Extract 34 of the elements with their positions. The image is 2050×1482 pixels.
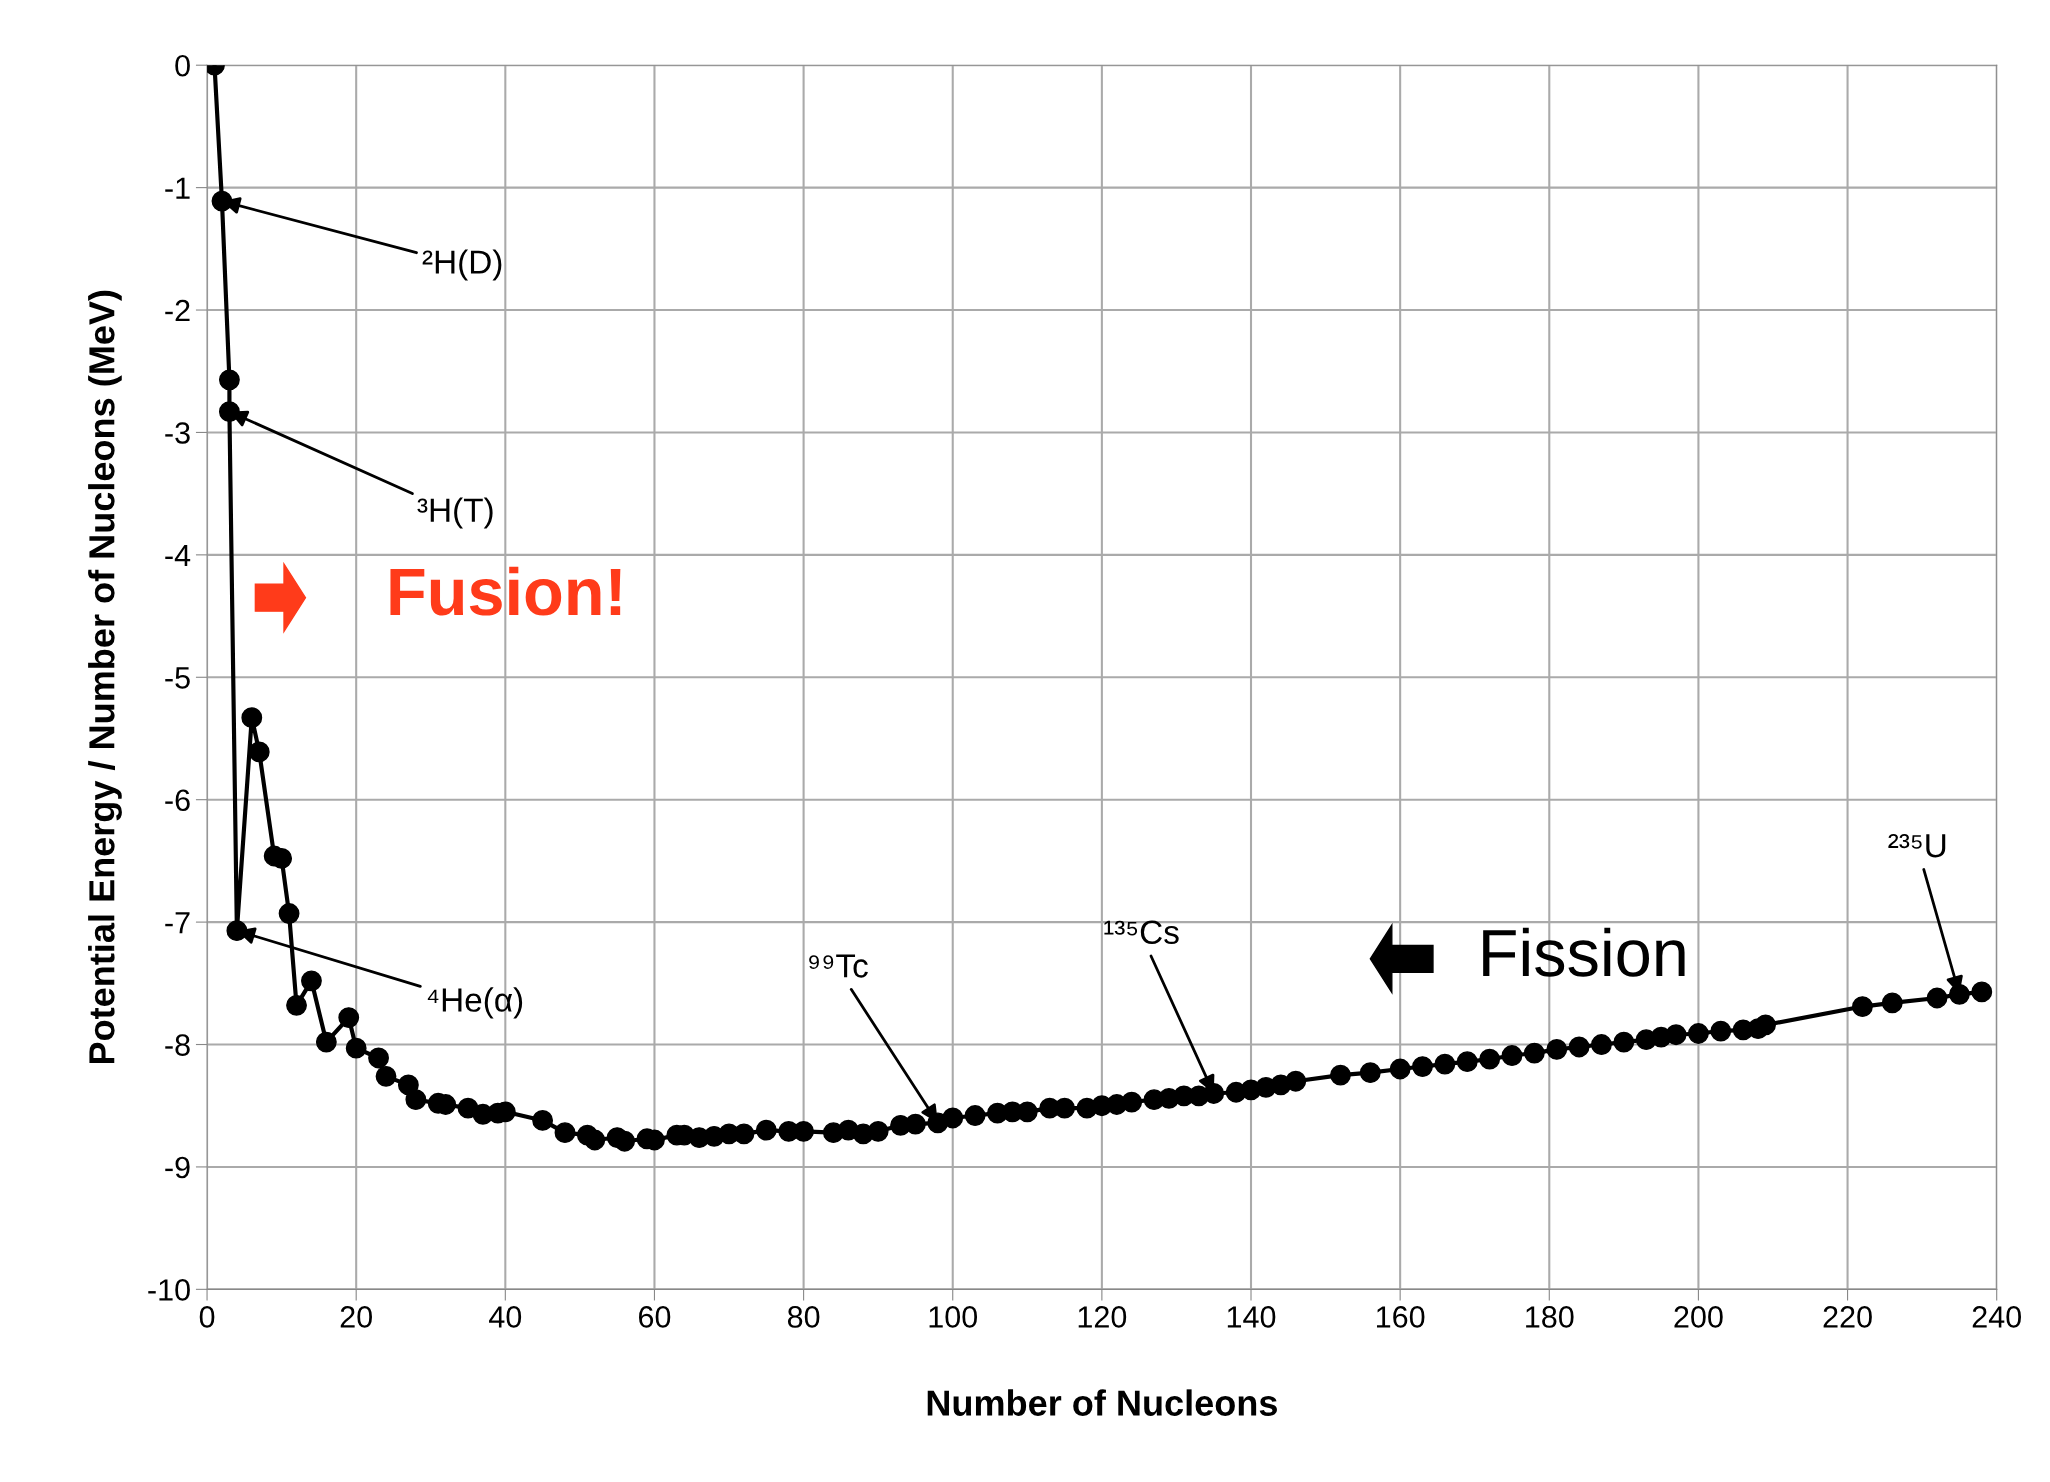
y-axis-title: Potential Energy / Number of Nucleons (MeV)	[88, 290, 122, 1064]
x-tick-label: 200	[1674, 1306, 1723, 1328]
y-tick-label: -2	[165, 299, 190, 322]
x-tick-label: 100	[929, 1306, 978, 1328]
x-tick-label: 140	[1227, 1306, 1276, 1328]
annotation: ⁹⁹Tc	[809, 954, 868, 978]
y-tick-label: -3	[165, 422, 190, 444]
y-tick-label: -5	[165, 667, 190, 689]
annotation: ¹³⁵Cs	[1104, 920, 1179, 945]
annotation: Fusion!	[390, 566, 621, 616]
x-tick-label: 120	[1078, 1306, 1127, 1328]
annotation: ⁴He(α)	[427, 987, 523, 1019]
y-tick-label: -1	[165, 177, 190, 199]
y-tick-label: -4	[165, 544, 191, 566]
x-tick-label: 0	[199, 1306, 215, 1328]
y-tick-label: -7	[165, 912, 190, 934]
x-tick-label: 60	[639, 1306, 671, 1328]
y-tick-label: -8	[165, 1034, 190, 1056]
y-tick-label: 0	[175, 54, 190, 77]
x-tick-label: 40	[489, 1306, 522, 1328]
x-axis-title: Number of Nucleons	[927, 1389, 1277, 1416]
x-tick-label: 160	[1376, 1306, 1425, 1328]
annotation: ²H(D)	[422, 249, 502, 281]
annotation: ³H(T)	[417, 497, 493, 529]
annotation: Fission	[1483, 927, 1685, 977]
x-tick-label: 80	[787, 1306, 820, 1328]
x-tick-label: 20	[340, 1306, 372, 1328]
y-tick-label: -9	[165, 1156, 190, 1179]
y-tick-label: -6	[165, 789, 190, 812]
x-tick-label: 240	[1972, 1306, 2021, 1328]
annotation: ²³⁵U	[1888, 833, 1946, 858]
x-tick-label: 220	[1823, 1306, 1872, 1328]
y-tick-label: -10	[148, 1279, 190, 1301]
x-tick-label: 180	[1526, 1306, 1574, 1328]
